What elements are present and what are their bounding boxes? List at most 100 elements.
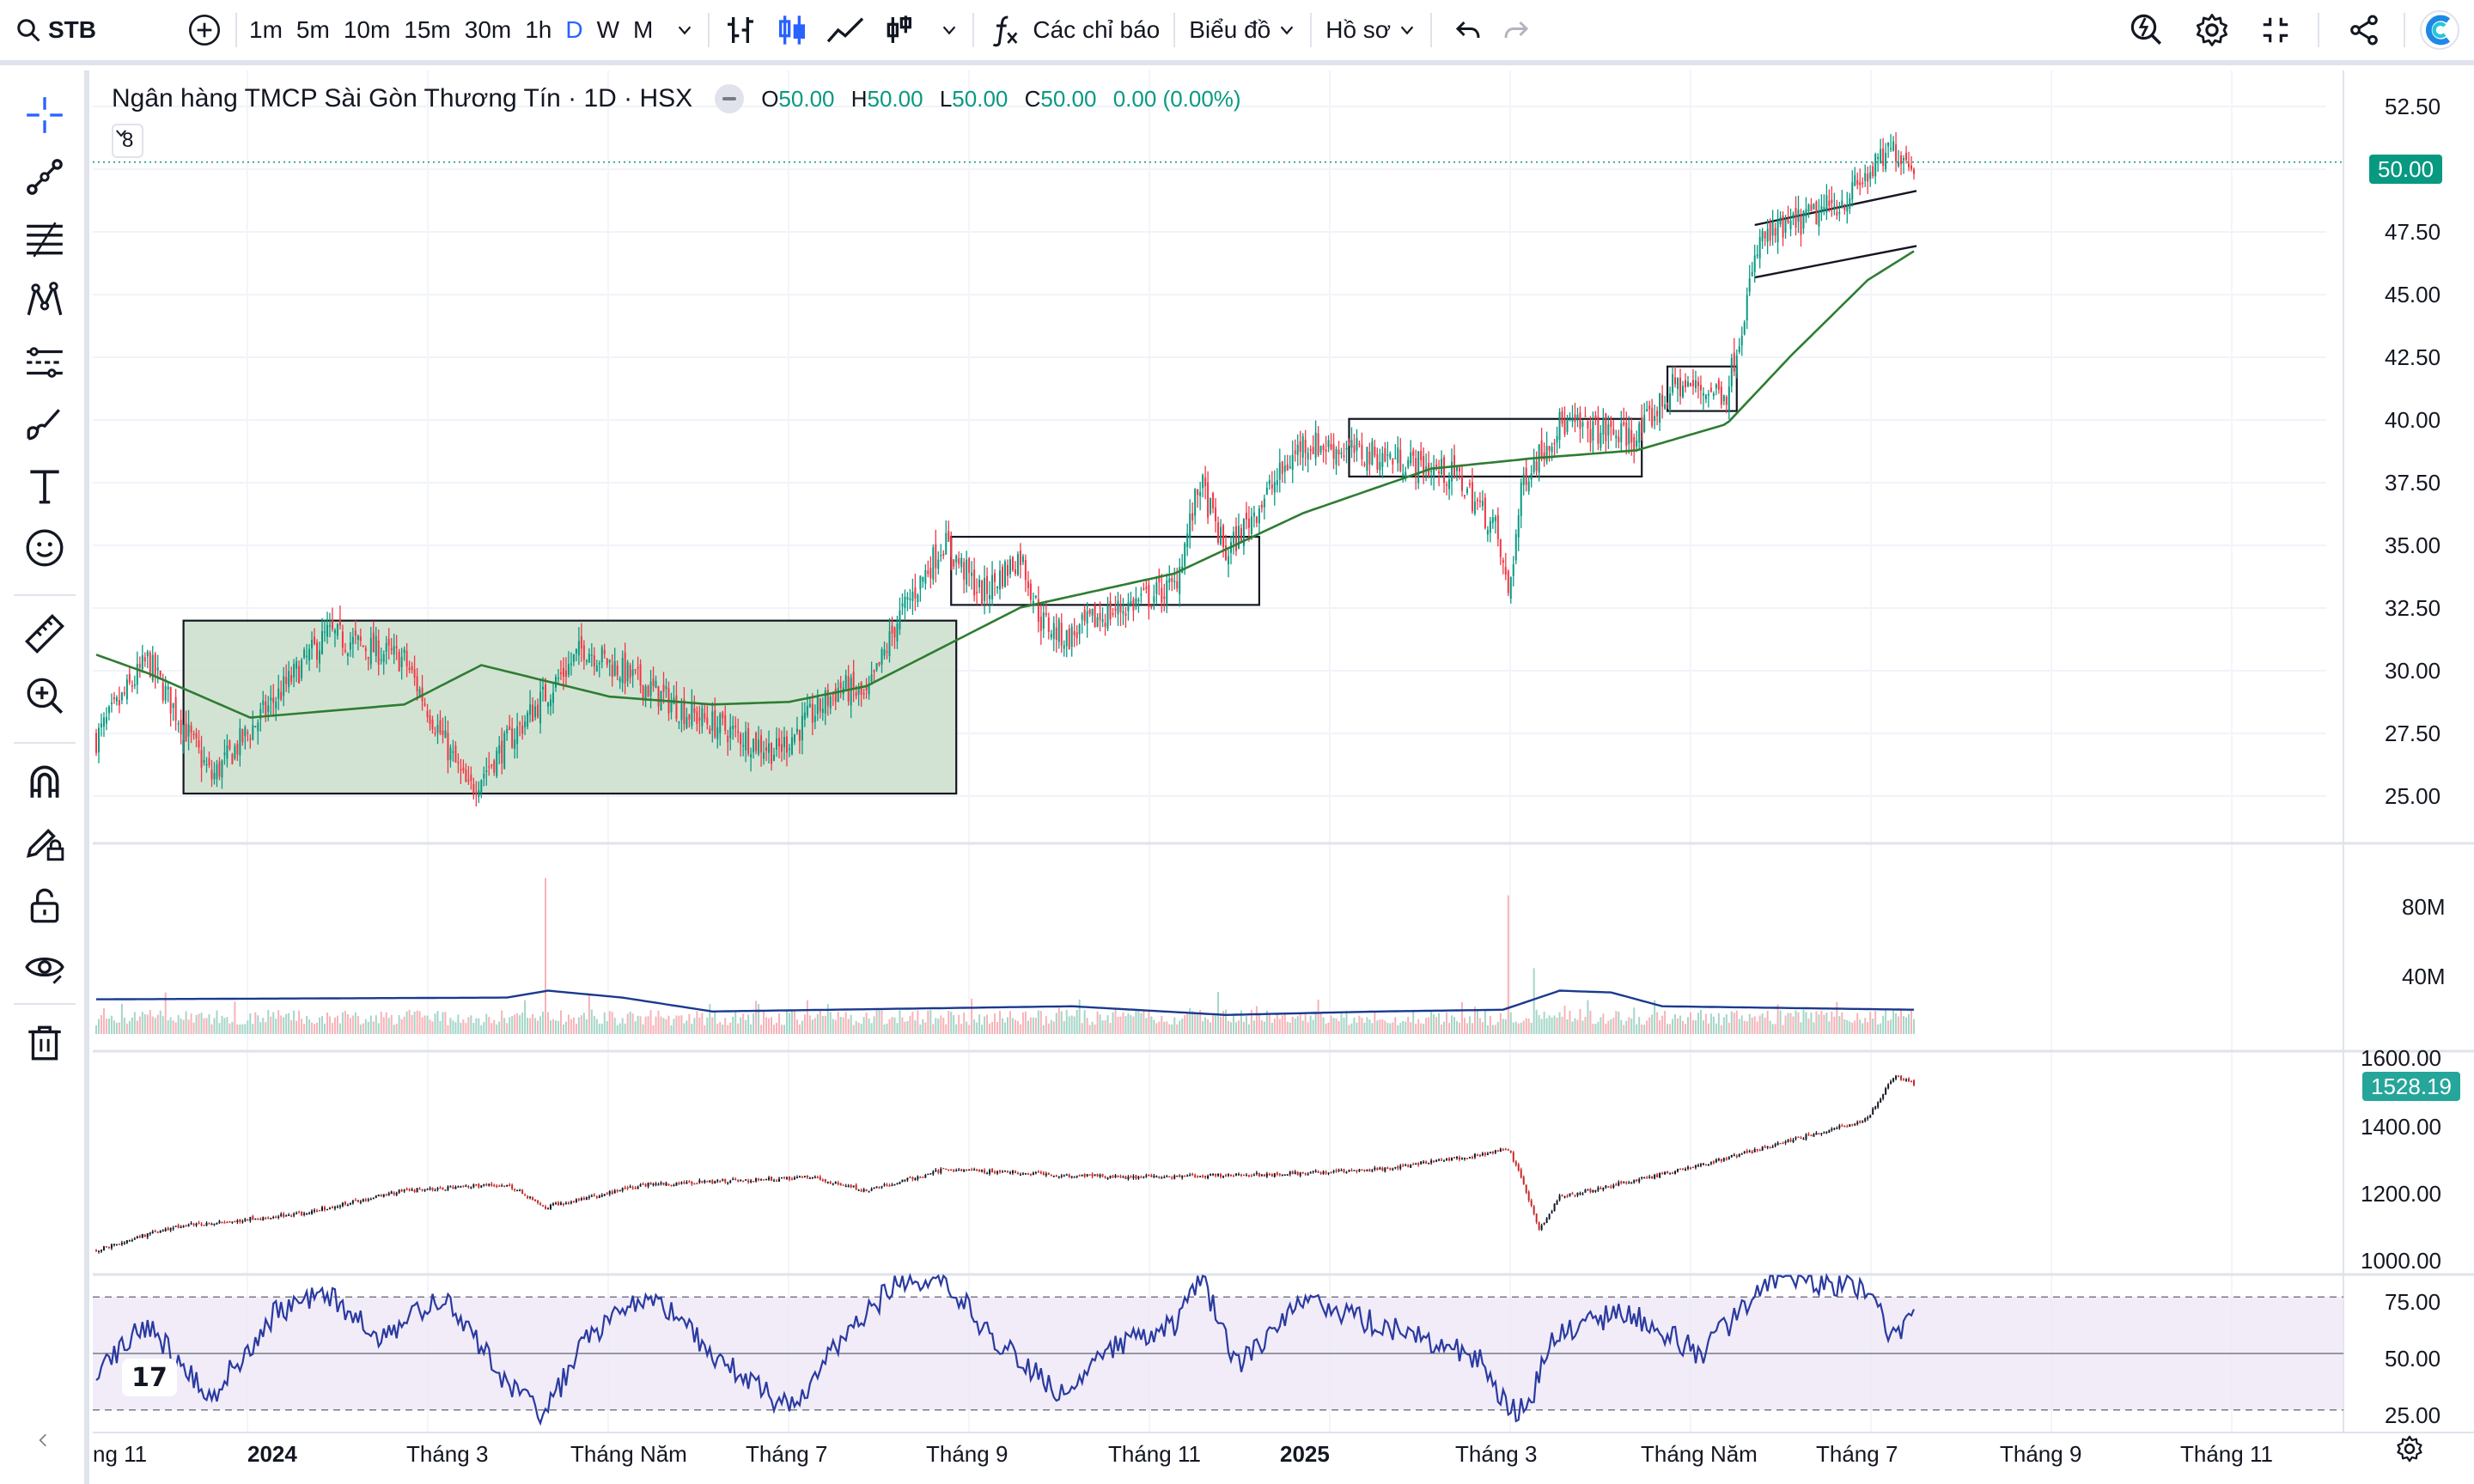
volume-bar [1792,1016,1795,1034]
hide-drawings-tool[interactable] [19,941,70,993]
prediction-tool[interactable] [19,337,70,388]
redo-button[interactable] [1492,4,1540,56]
trendline-tool[interactable] [19,151,70,203]
index-candle-body [382,1194,385,1197]
heikin-style-button[interactable] [873,4,924,56]
candle-body [1099,612,1101,620]
candle-body [657,686,660,707]
share-button[interactable] [2338,4,2390,56]
series-title[interactable]: Ngân hàng TMCP Sài Gòn Thương Tín · 1D ·… [112,84,693,113]
index-candle-body [634,1188,637,1189]
index-candle-body [644,1184,647,1187]
fullscreen-button[interactable] [2251,4,2300,56]
index-candle-body [611,1191,613,1194]
volume-bar [904,1021,906,1034]
candle-body [354,630,356,636]
profile-menu-button[interactable]: Hồ sơ [1317,4,1425,56]
indicators-collapse-button[interactable]: 8 [112,124,144,158]
index-candle-body [1694,1165,1697,1168]
fib-tool[interactable] [19,213,70,265]
bars-style-button[interactable] [715,4,766,56]
stay-in-drawing-tool[interactable] [19,818,70,869]
candles-style-button[interactable] [766,4,818,56]
legend-toggle-button[interactable] [715,84,745,113]
time-axis-settings[interactable] [2395,1434,2429,1469]
volume-bar [868,1019,870,1034]
volume-bar [270,1016,272,1034]
chart-type-dropdown[interactable] [924,4,967,56]
interval-1m[interactable]: 1m [249,16,283,43]
ruler-tool[interactable] [19,608,70,660]
magnet-tool[interactable] [19,756,70,807]
candle-body [1273,482,1276,493]
text-tool[interactable] [19,460,70,512]
interval-10m[interactable]: 10m [343,16,391,43]
index-candle-body [326,1208,328,1211]
emoji-tool[interactable] [19,522,70,574]
candle-body [1055,627,1057,640]
interval-5m[interactable]: 5m [296,16,330,43]
chart-menu-button[interactable]: Biểu đồ [1180,4,1305,56]
index-candle-body [1338,1170,1340,1171]
volume-bar [1522,1020,1525,1034]
candle-body [572,654,575,662]
volume-bar [1332,1018,1335,1034]
chart-area[interactable]: Ngân hàng TMCP Sài Gòn Thương Tín · 1D ·… [93,70,2474,1484]
brand-logo[interactable] [2410,4,2469,56]
candle-body [1533,458,1535,472]
volume-bar [1114,1008,1117,1034]
interval-m[interactable]: M [633,16,654,43]
candle-body [1602,417,1605,435]
remove-drawings-tool[interactable] [19,1017,70,1068]
interval-15m[interactable]: 15m [404,16,451,43]
interval-d[interactable]: D [565,16,583,43]
chart-canvas[interactable] [93,70,2474,1484]
volume-bar [1633,1007,1636,1034]
zoom-tool[interactable] [19,670,70,721]
undo-button[interactable] [1444,4,1492,56]
volume-bar [1283,1013,1286,1034]
volume-bar [1330,1015,1332,1034]
index-candle-body [1407,1165,1410,1167]
index-candle-body [1045,1173,1047,1176]
interval-30m[interactable]: 30m [464,16,512,43]
volume-bar [1712,1016,1715,1034]
volume-bar [462,1019,465,1034]
volume-bar [149,1010,151,1034]
volume-bar [722,1024,724,1034]
symbol-search[interactable]: STB [7,4,105,56]
interval-1h[interactable]: 1h [525,16,552,43]
volume-bar [457,1014,460,1034]
settings-button[interactable] [2185,4,2239,56]
index-candle-body [1042,1172,1045,1175]
interval-dropdown[interactable] [660,4,703,56]
index-candle-body [981,1169,984,1172]
pattern-tool[interactable] [19,275,70,326]
lock-drawings-tool[interactable] [19,879,70,931]
compare-button[interactable] [179,4,230,56]
indicators-button[interactable]: Các chỉ báo [979,4,1168,56]
quick-search-button[interactable] [2120,4,2173,56]
volume-bar [1027,1020,1029,1034]
index-candle-body [226,1221,229,1224]
line-style-button[interactable] [818,4,873,56]
crosshair-tool[interactable] [19,89,70,141]
volume-bar [600,1023,603,1034]
index-candle-body [1527,1191,1530,1201]
volume-bar [1258,1013,1260,1034]
candle-body [1050,634,1052,638]
volume-bar [1008,1011,1011,1034]
volume-bar [557,1020,559,1034]
brush-tool[interactable] [19,398,70,450]
index-candle-body [896,1183,899,1185]
tradingview-logo[interactable]: 17 [122,1359,177,1396]
volume-bar [1222,1011,1225,1034]
index-candle-body [1558,1195,1561,1201]
index-candle-body [940,1168,942,1173]
volume-bar [598,1024,600,1034]
index-candle-body [1514,1161,1517,1165]
index-candle-body [1571,1193,1574,1195]
volume-bar [1776,1004,1779,1034]
collapse-toolbar-handle[interactable] [0,1410,86,1470]
interval-w[interactable]: W [596,16,620,43]
